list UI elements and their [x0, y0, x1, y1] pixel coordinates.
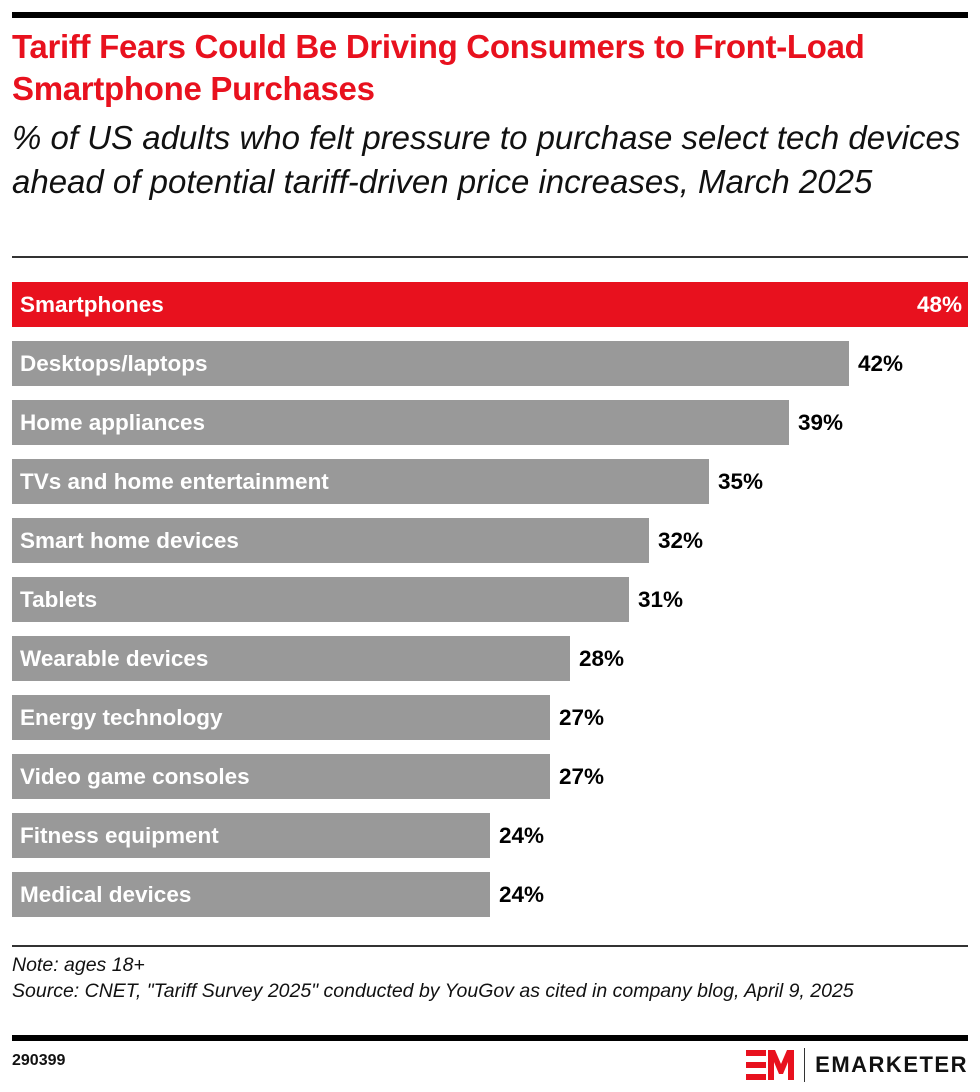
chart-id: 290399 — [12, 1052, 66, 1069]
source-text: Source: CNET, "Tariff Survey 2025" condu… — [12, 980, 854, 1002]
bar — [12, 695, 550, 740]
bar — [12, 636, 570, 681]
bar — [12, 400, 789, 445]
bar — [12, 754, 550, 799]
category-label: Desktops/laptops — [20, 351, 208, 376]
bar — [12, 813, 490, 858]
value-label: 31% — [638, 587, 684, 612]
bar — [12, 872, 490, 917]
category-label: Smart home devices — [20, 528, 239, 553]
value-label: 24% — [499, 823, 545, 848]
category-label: Wearable devices — [20, 646, 209, 671]
category-label: Tablets — [20, 587, 98, 612]
notes-divider — [12, 945, 968, 947]
emarketer-logo: EMARKETER — [746, 1048, 968, 1082]
bar — [12, 577, 629, 622]
category-label: Video game consoles — [20, 764, 250, 789]
category-label: Fitness equipment — [20, 823, 219, 848]
bar — [12, 341, 849, 386]
bar — [12, 459, 709, 504]
bar — [12, 518, 649, 563]
top-rule — [12, 12, 968, 18]
category-label: Smartphones — [20, 292, 164, 317]
logo-separator — [804, 1048, 806, 1082]
category-label: Home appliances — [20, 410, 206, 435]
category-label: Energy technology — [20, 705, 223, 730]
notes: Note: ages 18+ Source: CNET, "Tariff Sur… — [12, 952, 968, 1004]
em-logo-icon — [746, 1050, 795, 1080]
value-label: 32% — [658, 528, 704, 553]
value-label: 28% — [579, 646, 625, 671]
value-label: 48% — [917, 292, 963, 317]
brand-name: EMARKETER — [815, 1052, 968, 1077]
header-divider — [12, 256, 968, 258]
category-label: Medical devices — [20, 882, 192, 907]
category-label: TVs and home entertainment — [20, 469, 329, 494]
bar — [12, 282, 968, 327]
note-text: Note: ages 18+ — [12, 954, 145, 976]
value-label: 35% — [718, 469, 764, 494]
bar-chart: Smartphones 48% Desktops/laptops 42% Home ap… — [0, 270, 980, 930]
chart-title: Tariff Fears Could Be Driving Consumers … — [12, 28, 865, 107]
value-label: 39% — [798, 410, 844, 435]
value-label: 24% — [499, 882, 545, 907]
value-label: 42% — [858, 351, 904, 376]
bottom-rule — [12, 1035, 968, 1041]
value-label: 27% — [559, 764, 605, 789]
chart-subtitle: % of US adults who felt pressure to purc… — [12, 119, 961, 200]
value-label: 27% — [559, 705, 605, 730]
